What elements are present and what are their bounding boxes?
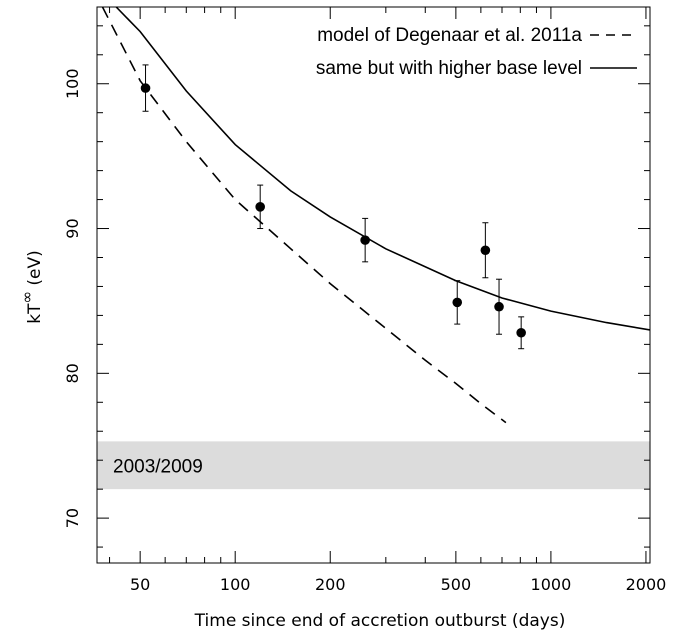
points-layer — [140, 64, 526, 350]
model-dashed-line — [101, 7, 507, 424]
data-point-2 — [360, 235, 370, 245]
x-tick-label: 500 — [441, 575, 472, 594]
legend-label-0: model of Degenaar et al. 2011a — [317, 25, 582, 46]
x-axis-title: Time since end of accretion outburst (da… — [194, 611, 566, 631]
y-axis-title: kT∞ (eV) — [18, 250, 45, 324]
band-label: 2003/2009 — [113, 456, 203, 477]
x-tick-label: 1000 — [531, 575, 572, 594]
y-tick-label: 90 — [63, 218, 82, 238]
legend-label-1: same but with higher base level — [316, 58, 582, 79]
lines-layer — [101, 7, 650, 424]
data-point-0 — [140, 83, 151, 93]
data-point-6 — [516, 327, 526, 338]
model-solid-line — [115, 7, 650, 331]
y-tick-label: 100 — [63, 68, 82, 99]
y-axis-title-sup: ∞ — [18, 291, 36, 304]
band-layer: 2003/2009 — [97, 441, 650, 490]
y-axis-ticks: 70 80 90 100 — [63, 25, 650, 548]
legend: model of Degenaar et al. 2011a same but w… — [316, 25, 637, 79]
x-tick-label: 50 — [130, 575, 150, 594]
x-axis-ticks: 50 100 200 500 1000 2000 — [109, 7, 667, 594]
y-tick-label: 70 — [63, 508, 82, 528]
reference-band — [97, 441, 650, 490]
x-tick-label: 100 — [220, 575, 251, 594]
data-point-4 — [480, 245, 491, 256]
data-point-5 — [494, 301, 504, 312]
x-tick-label: 2000 — [626, 575, 667, 594]
data-point-3 — [452, 297, 463, 308]
data-point-1 — [255, 202, 265, 212]
x-tick-label: 200 — [315, 575, 346, 594]
y-axis-title-unit: (eV) — [25, 250, 45, 285]
y-axis-title-base: kT — [25, 303, 45, 324]
y-tick-label: 80 — [63, 363, 82, 383]
plot-frame — [96, 6, 651, 564]
